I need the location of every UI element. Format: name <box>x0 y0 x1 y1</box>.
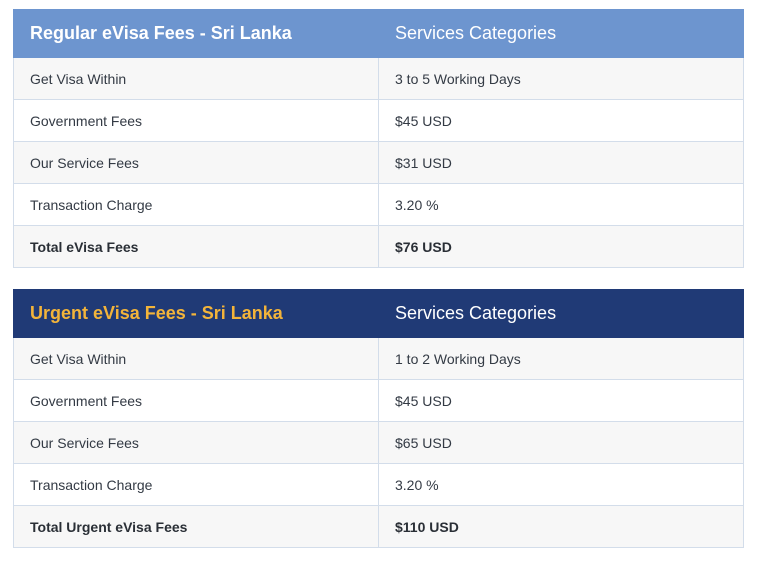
services-categories-header: Services Categories <box>378 9 744 58</box>
row-label: Transaction Charge <box>13 463 379 506</box>
row-label: Government Fees <box>13 379 379 422</box>
row-value: 3.20 % <box>378 183 744 226</box>
row-value: 3 to 5 Working Days <box>378 57 744 100</box>
urgent-table-title: Urgent eVisa Fees - Sri Lanka <box>13 289 379 338</box>
services-categories-header: Services Categories <box>378 289 744 338</box>
row-value: 3.20 % <box>378 463 744 506</box>
total-label: Total eVisa Fees <box>13 225 379 268</box>
table-row-total: Total eVisa Fees $76 USD <box>13 225 744 268</box>
table-row-get-visa-within: Get Visa Within 1 to 2 Working Days <box>13 337 744 380</box>
table-row-service-fees: Our Service Fees $65 USD <box>13 421 744 464</box>
total-value: $110 USD <box>378 505 744 548</box>
table-row-transaction-charge: Transaction Charge 3.20 % <box>13 463 744 506</box>
table-header-row: Urgent eVisa Fees - Sri Lanka Services C… <box>13 289 744 338</box>
table-header-row: Regular eVisa Fees - Sri Lanka Services … <box>13 9 744 58</box>
row-value: $45 USD <box>378 379 744 422</box>
table-row-government-fees: Government Fees $45 USD <box>13 379 744 422</box>
table-row-total: Total Urgent eVisa Fees $110 USD <box>13 505 744 548</box>
row-value: $65 USD <box>378 421 744 464</box>
row-label: Our Service Fees <box>13 421 379 464</box>
regular-table-title: Regular eVisa Fees - Sri Lanka <box>13 9 379 58</box>
row-label: Transaction Charge <box>13 183 379 226</box>
row-label: Our Service Fees <box>13 141 379 184</box>
urgent-evisa-fees-table: Urgent eVisa Fees - Sri Lanka Services C… <box>13 289 744 548</box>
table-row-transaction-charge: Transaction Charge 3.20 % <box>13 183 744 226</box>
row-value: $45 USD <box>378 99 744 142</box>
total-label: Total Urgent eVisa Fees <box>13 505 379 548</box>
row-value: 1 to 2 Working Days <box>378 337 744 380</box>
row-value: $31 USD <box>378 141 744 184</box>
table-row-service-fees: Our Service Fees $31 USD <box>13 141 744 184</box>
table-row-get-visa-within: Get Visa Within 3 to 5 Working Days <box>13 57 744 100</box>
table-row-government-fees: Government Fees $45 USD <box>13 99 744 142</box>
row-label: Get Visa Within <box>13 337 379 380</box>
row-label: Get Visa Within <box>13 57 379 100</box>
row-label: Government Fees <box>13 99 379 142</box>
total-value: $76 USD <box>378 225 744 268</box>
regular-evisa-fees-table: Regular eVisa Fees - Sri Lanka Services … <box>13 9 744 268</box>
